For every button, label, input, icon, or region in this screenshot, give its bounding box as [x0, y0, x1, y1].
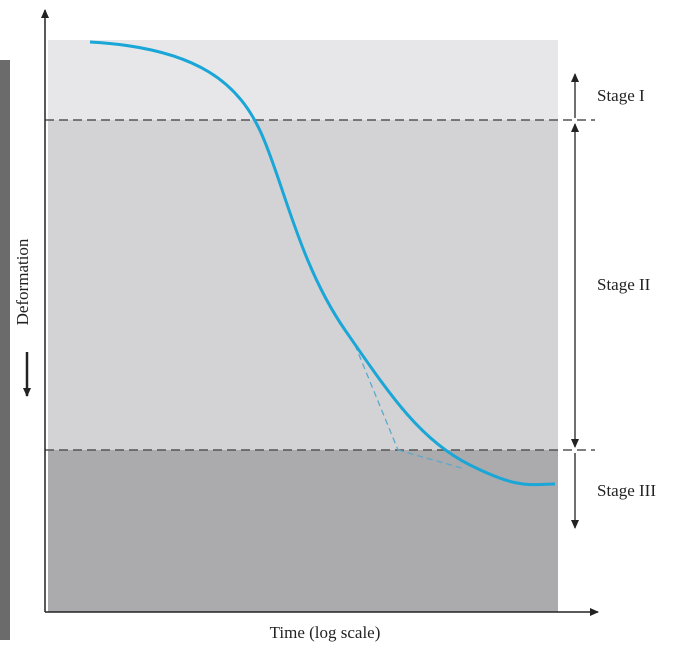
x-axis-label: Time (log scale) — [270, 623, 381, 642]
stage-2-region — [48, 120, 558, 450]
stage-label: Stage I — [597, 86, 645, 105]
tangent-line — [354, 344, 399, 451]
left-strip — [0, 60, 10, 640]
stage-label: Stage II — [597, 275, 651, 294]
y-axis-label: Deformation — [13, 238, 32, 325]
stage-1-region — [48, 40, 558, 120]
tangent-line — [397, 449, 466, 470]
stage-3-region — [48, 450, 558, 612]
consolidation-curve — [89, 40, 556, 487]
stage-label: Stage III — [597, 481, 656, 500]
